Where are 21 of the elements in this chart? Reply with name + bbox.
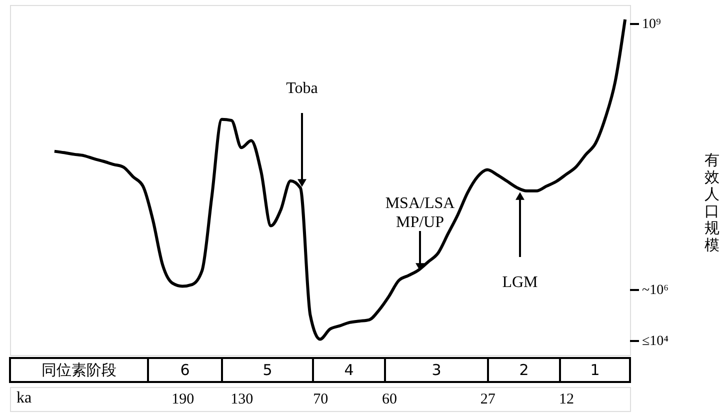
x-axis-title: ka	[16, 390, 32, 406]
x-tick-label: 190	[172, 392, 194, 408]
x-tick-label: 27	[480, 392, 496, 408]
text: 5	[262, 361, 272, 379]
annotation: LGM	[502, 274, 538, 291]
x-tick-label: 130	[230, 392, 254, 408]
annotation: Toba	[286, 80, 318, 97]
text: 2	[519, 361, 529, 379]
x-tick-label: 12	[559, 392, 574, 408]
x-tick-label: 70	[313, 392, 328, 408]
text: 同位素阶段	[42, 361, 116, 379]
text: 1	[590, 361, 600, 379]
text: 10⁹	[642, 17, 661, 32]
text: 3	[432, 361, 442, 379]
annotation: MSA/LSA MP/UP	[385, 195, 456, 231]
x-tick-label: 60	[382, 392, 397, 408]
text: ≤10⁴	[642, 334, 669, 349]
y-axis-title: 有效人口规模	[704, 151, 720, 254]
text: 6	[180, 361, 190, 379]
text: 4	[344, 361, 354, 379]
text: ~10⁶	[642, 283, 669, 298]
